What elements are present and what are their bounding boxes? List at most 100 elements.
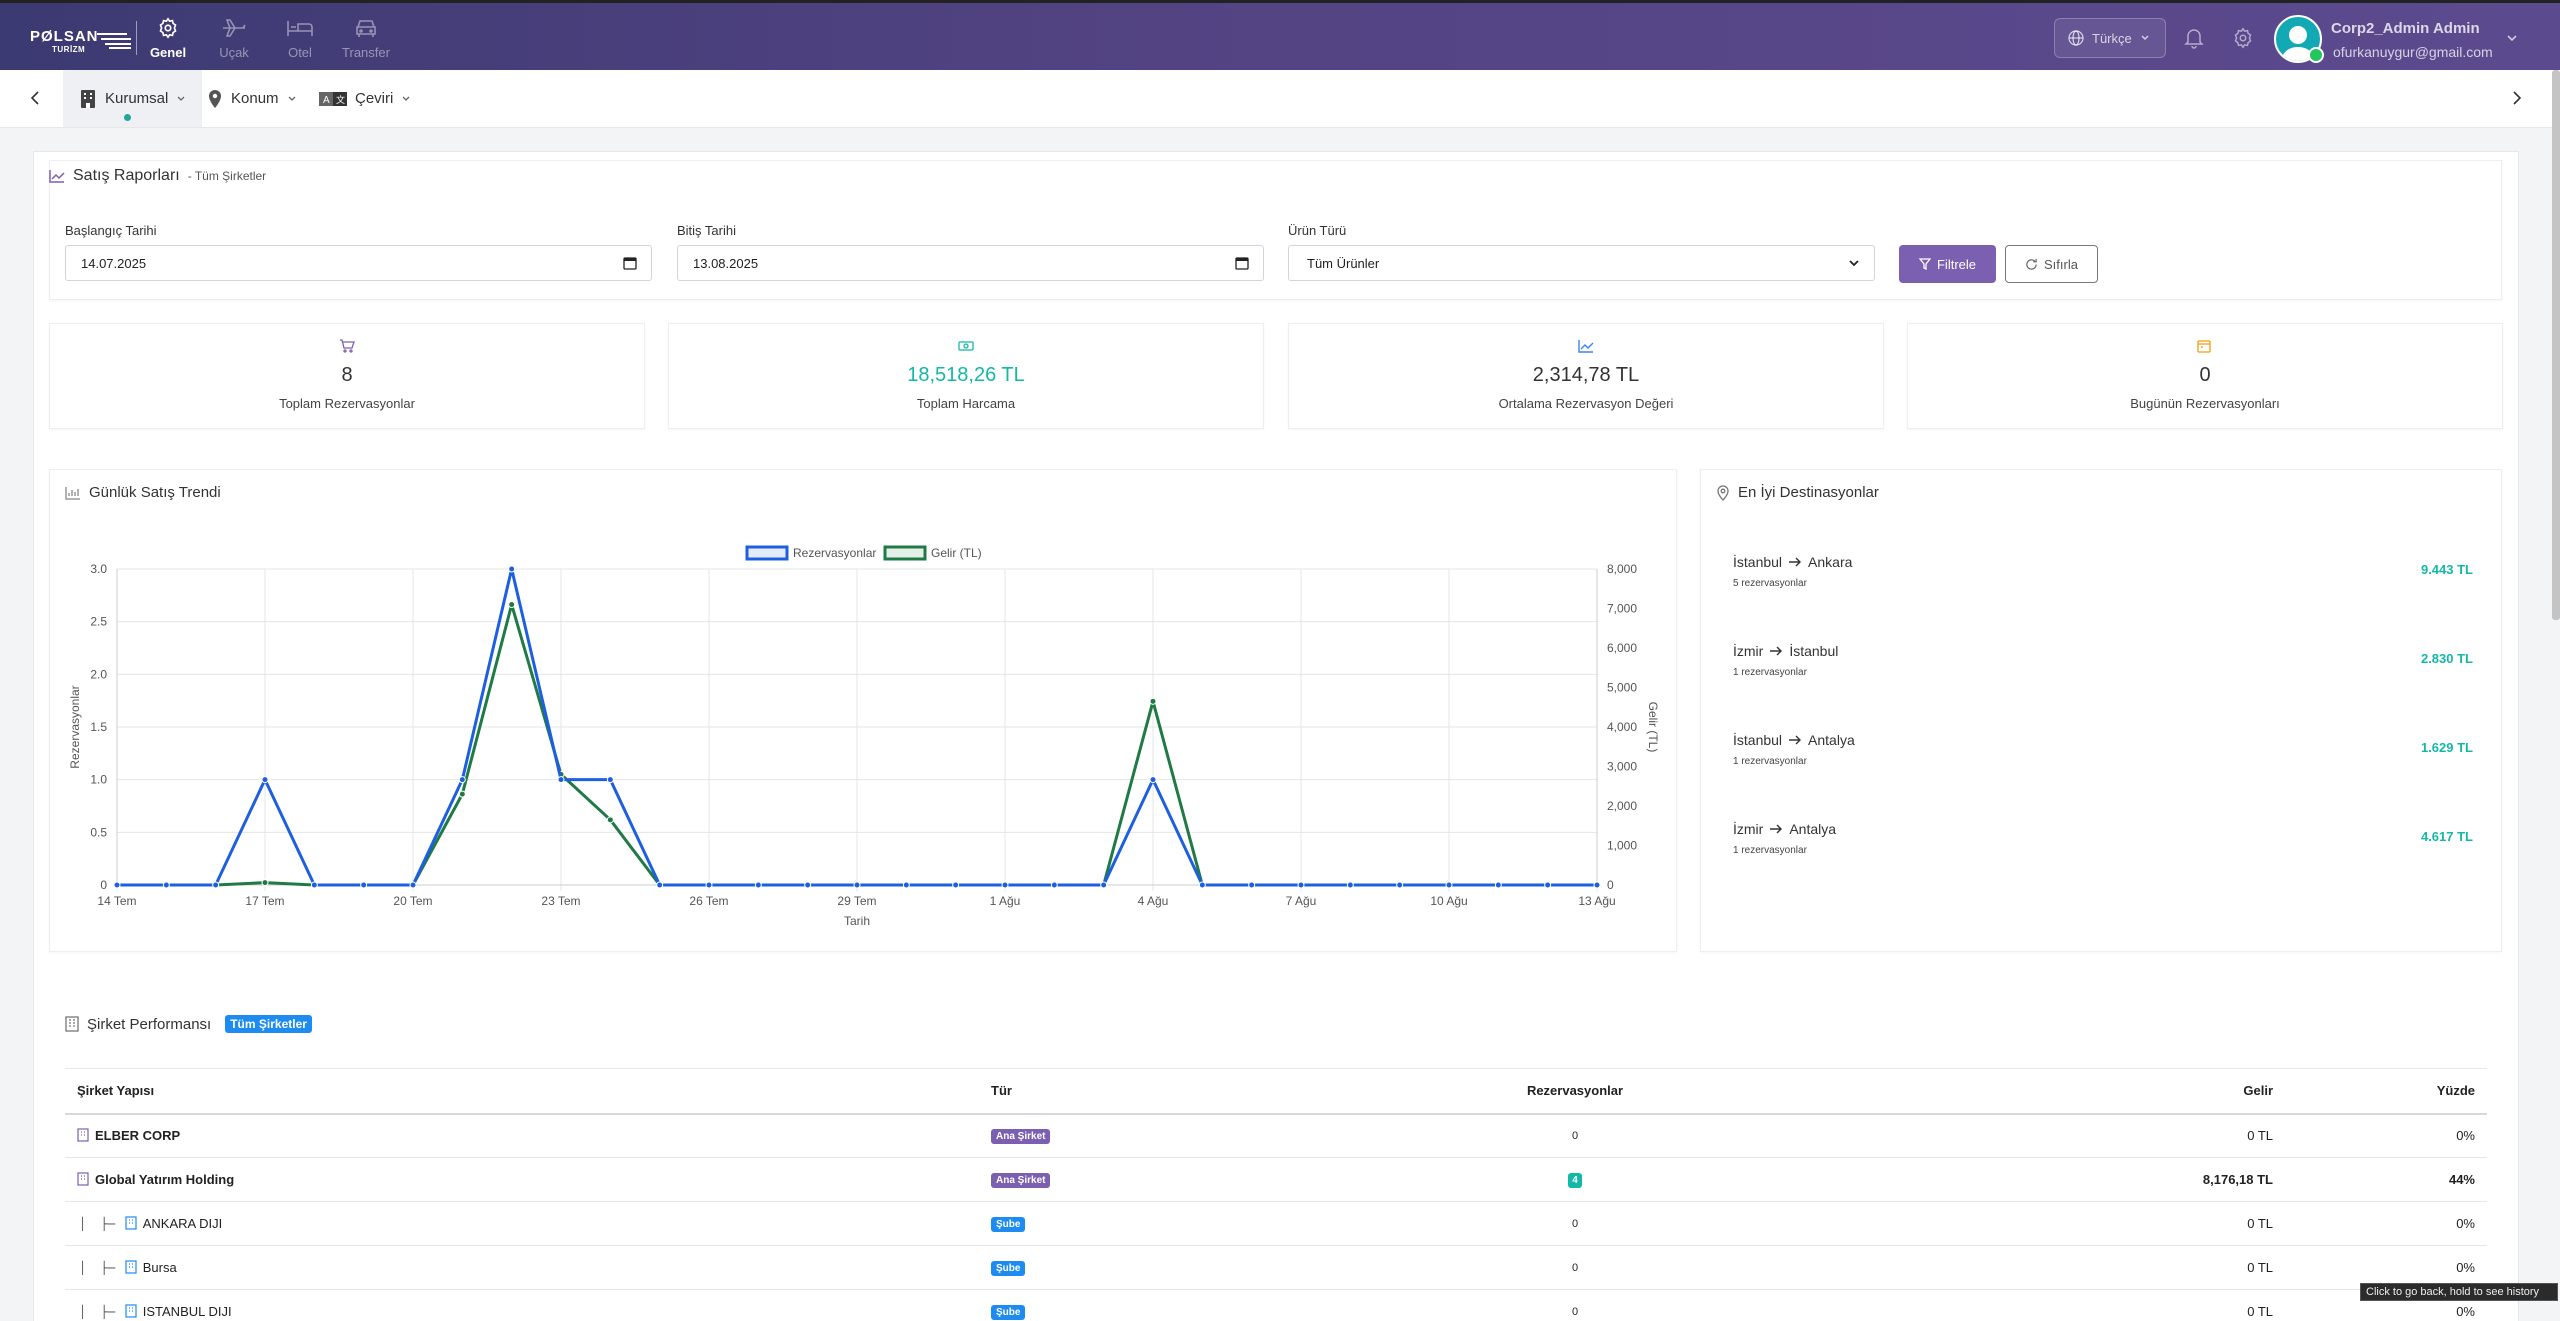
y2-tick-label: 6,000 xyxy=(1607,641,1637,655)
report-subtitle: - Tüm Şirketler xyxy=(187,169,267,183)
top-header: PØLSAN TURİZM Genel Uçak Otel Transfer xyxy=(0,0,2560,70)
trend-icon xyxy=(1578,340,1594,353)
data-point xyxy=(606,776,614,784)
table-row[interactable]: │ ├─ Bursa Şube 0 0 TL 0% xyxy=(65,1245,2487,1290)
table-row[interactable]: │ ├─ ANKARA DIJI Şube 0 0 TL 0% xyxy=(65,1201,2487,1246)
data-point xyxy=(261,879,269,887)
building-icon xyxy=(77,1128,89,1142)
user-avatar-icon xyxy=(2280,26,2316,61)
nav-transfer-label: Transfer xyxy=(342,45,390,60)
nav-ucak-label: Uçak xyxy=(219,45,249,60)
destination-item[interactable]: İzmir İstanbul 1 rezervasyonlar 2.830 TL xyxy=(1733,643,2473,703)
page-scrollbar[interactable] xyxy=(2552,70,2560,620)
chevron-down-icon xyxy=(288,96,295,101)
table-row[interactable]: │ ├─ ISTANBUL DIJI Şube 0 0 TL 0% xyxy=(65,1289,2487,1321)
chevron-left-icon[interactable] xyxy=(28,90,42,106)
filter-button-label: Filtrele xyxy=(1936,256,1976,272)
subnav-kurumsal[interactable]: Kurumsal xyxy=(63,70,203,127)
destination-count: 1 rezervasyonlar xyxy=(1733,756,1807,767)
user-menu-chevron-icon[interactable] xyxy=(2505,31,2519,45)
column-header[interactable]: Gelir xyxy=(1735,1068,2285,1115)
product-type-select[interactable]: Tüm Ürünler xyxy=(1288,245,1875,281)
data-point xyxy=(409,881,417,889)
data-point xyxy=(902,881,910,889)
nav-transfer[interactable]: Transfer xyxy=(331,17,401,60)
reservation-count: 0 xyxy=(1415,1113,1735,1158)
route-to: Antalya xyxy=(1808,732,1855,748)
destination-count: 1 rezervasyonlar xyxy=(1733,845,1807,856)
column-header[interactable]: Şirket Yapısı xyxy=(65,1068,991,1115)
building-icon xyxy=(81,89,95,108)
arrow-right-icon xyxy=(1770,824,1783,834)
destination-item[interactable]: İstanbul Ankara 5 rezervasyonlar 9.443 T… xyxy=(1733,554,2473,614)
reset-button-label: Sıfırla xyxy=(2044,256,2078,272)
end-date-label: Bitiş Tarihi xyxy=(677,223,737,238)
destination-amount: 9.443 TL xyxy=(2420,562,2473,577)
company-type-badge: Şube xyxy=(991,1217,1026,1232)
column-header[interactable]: Tür xyxy=(991,1068,1415,1115)
data-point xyxy=(113,881,121,889)
chevron-down-icon xyxy=(1849,260,1859,267)
reset-button[interactable]: Sıfırla xyxy=(2005,245,2098,283)
start-date-input[interactable]: 14.07.2025 xyxy=(65,245,652,281)
x-tick-label: 26 Tem xyxy=(689,894,728,908)
table-row[interactable]: Global Yatırım Holding Ana Şirket 4 8,17… xyxy=(65,1157,2487,1202)
destination-amount: 1.629 TL xyxy=(2420,740,2473,755)
destination-item[interactable]: İstanbul Antalya 1 rezervasyonlar 1.629 … xyxy=(1733,732,2473,792)
end-date-input[interactable]: 13.08.2025 xyxy=(677,245,1264,281)
bell-icon[interactable] xyxy=(2184,27,2204,49)
nav-otel[interactable]: Otel xyxy=(265,17,335,60)
nav-genel[interactable]: Genel xyxy=(133,17,203,60)
settings-gear-icon[interactable] xyxy=(2232,27,2254,49)
data-point xyxy=(952,881,960,889)
brand-logo[interactable]: PØLSAN TURİZM xyxy=(30,25,135,55)
building-icon xyxy=(77,1172,89,1186)
avatar[interactable] xyxy=(2274,15,2322,63)
revenue-value: 0 TL xyxy=(1735,1245,2285,1290)
legend-swatch xyxy=(883,545,927,561)
subnav-ceviri[interactable]: A 文 Çeviri xyxy=(319,70,411,127)
company-type-badge: Ana Şirket xyxy=(991,1129,1051,1145)
x-tick-label: 23 Tem xyxy=(541,894,580,908)
column-header[interactable]: Rezervasyonlar xyxy=(1415,1068,1735,1115)
globe-icon xyxy=(2068,30,2084,46)
company-name: Bursa xyxy=(142,1260,177,1275)
y2-axis-title: Gelir (TL) xyxy=(1646,702,1660,753)
performance-scope-badge: Tüm Şirketler xyxy=(225,1015,312,1033)
company-name: ANKARA DIJI xyxy=(142,1216,223,1231)
filter-button[interactable]: Filtrele xyxy=(1899,245,1996,283)
stat-label: Bugünün Rezervasyonları xyxy=(2130,396,2280,411)
data-point xyxy=(212,881,220,889)
calendar-icon[interactable] xyxy=(1235,256,1249,270)
user-email: ofurkanuygur@gmail.com xyxy=(2333,44,2493,60)
data-point xyxy=(1001,881,1009,889)
data-point xyxy=(1494,881,1502,889)
data-point xyxy=(1100,881,1108,889)
destination-item[interactable]: İzmir Antalya 1 rezervasyonlar 4.617 TL xyxy=(1733,821,2473,881)
product-type-label: Ürün Türü xyxy=(1288,223,1347,238)
chart-line-icon xyxy=(49,170,65,183)
bar-chart-icon xyxy=(65,486,80,500)
column-header[interactable]: Yüzde xyxy=(2285,1068,2487,1115)
table-row[interactable]: ELBER CORP Ana Şirket 0 0 TL 0% xyxy=(65,1113,2487,1158)
route-from: İstanbul xyxy=(1733,554,1783,570)
refresh-icon xyxy=(2026,258,2037,270)
company-name: ELBER CORP xyxy=(95,1128,181,1144)
calendar-icon[interactable] xyxy=(623,256,637,270)
subnav-konum[interactable]: Konum xyxy=(207,70,297,127)
report-header: Satış Raporları - Tüm Şirketler xyxy=(49,167,266,185)
destination-count: 1 rezervasyonlar xyxy=(1733,667,1807,678)
data-point xyxy=(656,881,664,889)
legend-label: Gelir (TL) xyxy=(931,546,982,560)
chevron-right-icon[interactable] xyxy=(2510,90,2524,106)
revenue-value: 0 TL xyxy=(1735,1289,2285,1321)
performance-header: Şirket Performansı Tüm Şirketler xyxy=(65,1015,312,1033)
data-point xyxy=(804,881,812,889)
arrow-right-icon xyxy=(1770,646,1783,656)
money-icon xyxy=(958,341,974,351)
route-from: İstanbul xyxy=(1733,732,1783,748)
nav-ucak[interactable]: Uçak xyxy=(199,17,269,60)
funnel-icon xyxy=(1918,258,1931,270)
logo-stripes-icon xyxy=(97,33,131,49)
language-select[interactable]: Türkçe xyxy=(2054,18,2166,58)
